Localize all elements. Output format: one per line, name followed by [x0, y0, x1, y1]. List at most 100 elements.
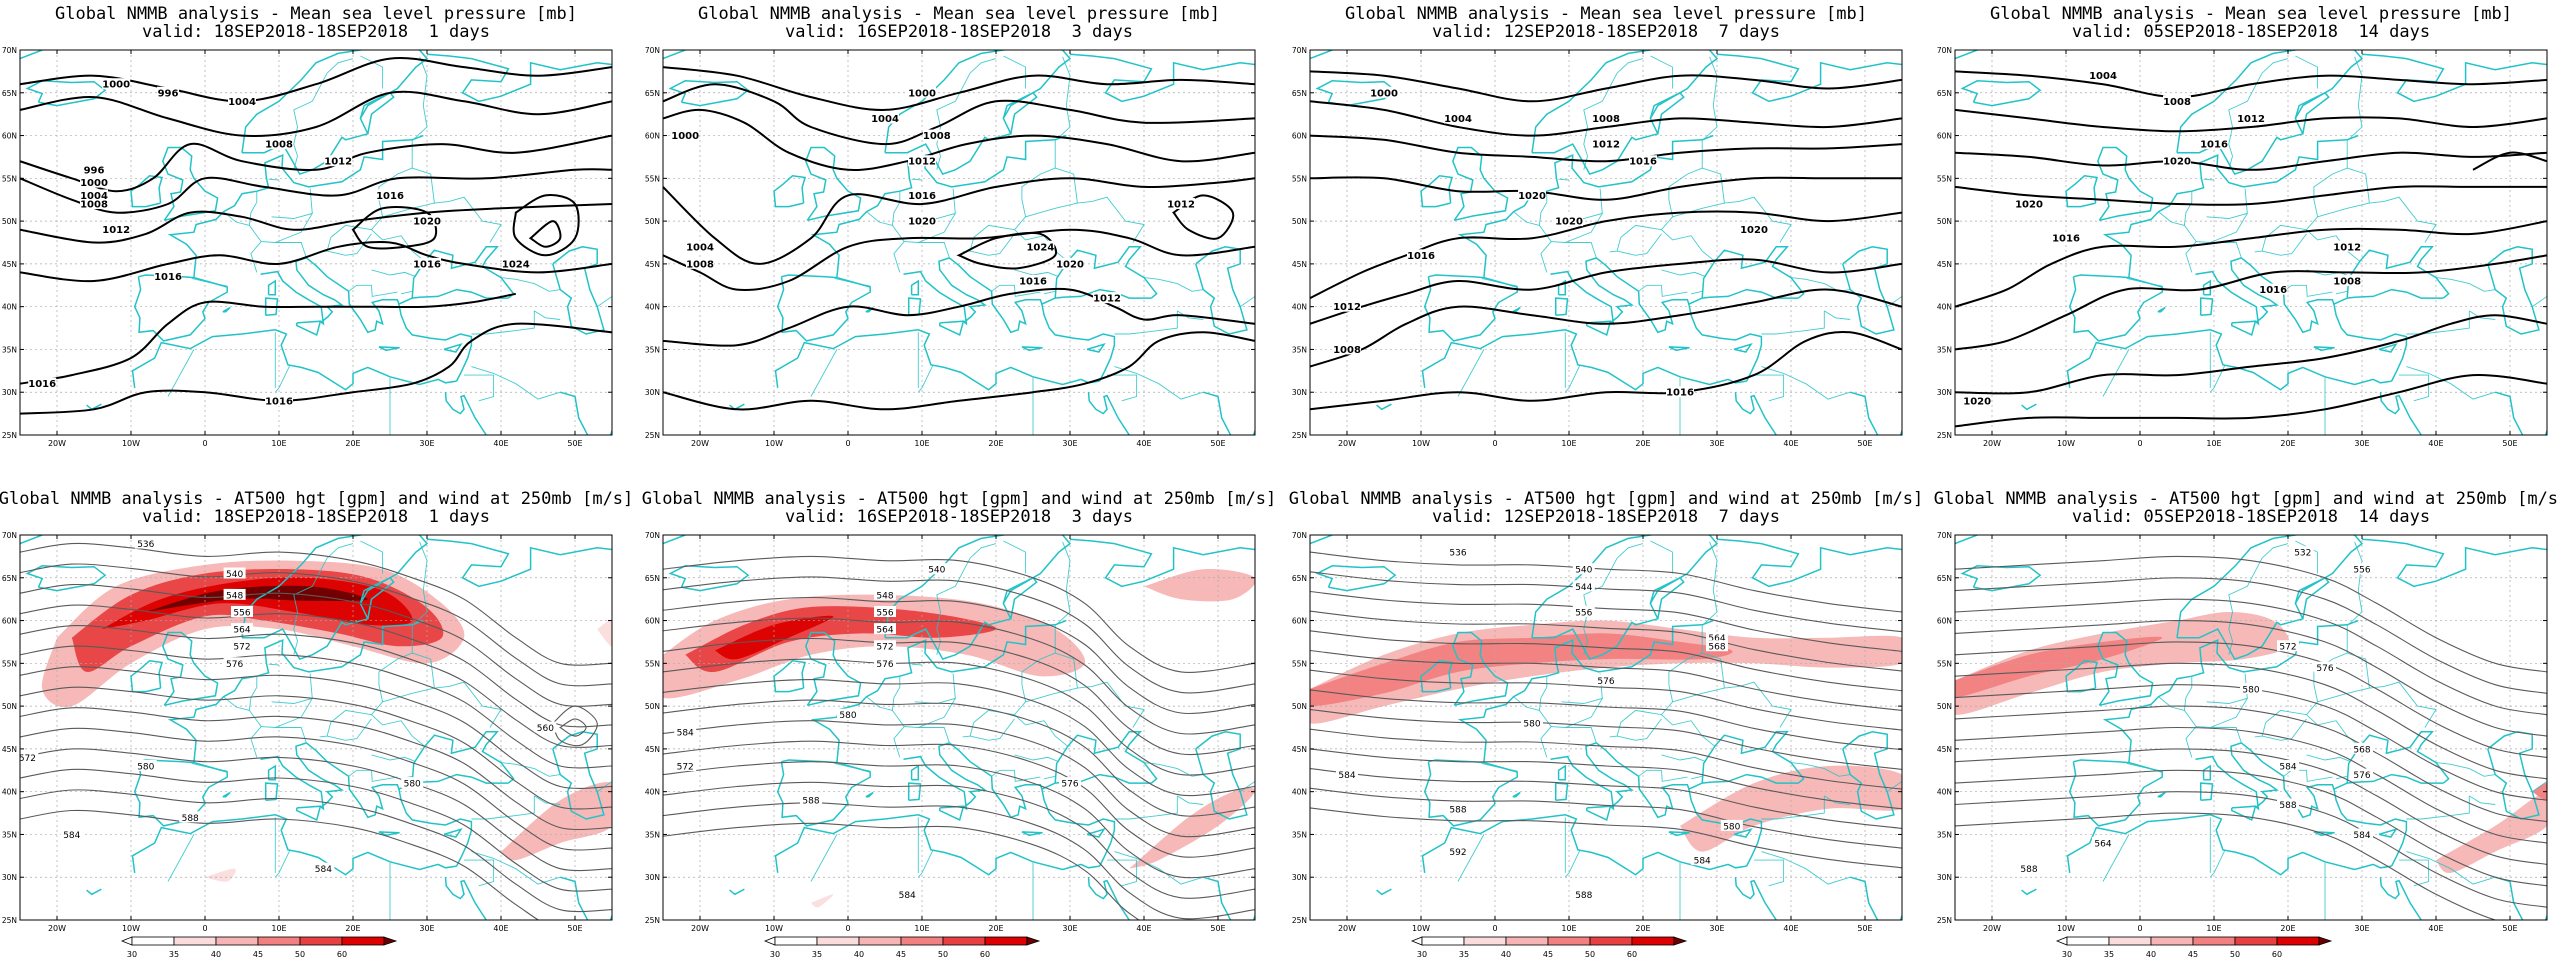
contour-label: 1004	[1444, 114, 1472, 125]
contour-label: 1016	[1407, 251, 1435, 262]
coastlines	[20, 50, 612, 435]
contour-label: 1016	[1019, 277, 1047, 288]
colorbar-label: 45	[896, 950, 906, 959]
contour-line	[20, 768, 612, 892]
latitude-tick-label: 55N	[1937, 659, 1952, 668]
contour-label: 1024	[502, 259, 530, 270]
latitude-tick-label: 50N	[1292, 217, 1307, 226]
colorbar-label: 40	[1501, 950, 1511, 959]
contour-label: 1012	[1333, 302, 1361, 313]
colorbar-swatch	[774, 936, 818, 946]
contour-label: 1004	[686, 242, 714, 253]
contour-label: 1008	[1333, 345, 1361, 356]
longitude-tick-label: 10E	[1561, 439, 1576, 448]
contour-label: 996	[158, 88, 179, 99]
longitude-tick-label: 0	[2137, 439, 2142, 448]
panel-title: Global NMMB analysis - AT500 hgt [gpm] a…	[1933, 489, 2560, 509]
colorbar-label: 50	[295, 950, 305, 959]
colorbar-label: 30	[770, 950, 780, 959]
contour-label: 1024	[1026, 242, 1054, 253]
contour-label: 1008	[1592, 114, 1620, 125]
colorbar-swatch	[2192, 936, 2236, 946]
coastlines	[663, 535, 1255, 920]
contour-label: 588	[182, 814, 199, 824]
contour-label: 1004	[80, 191, 108, 202]
latitude-tick-label: 55N	[645, 174, 660, 183]
longitude-tick-label: 20E	[1635, 924, 1650, 933]
colorbar-label: 35	[1459, 950, 1469, 959]
latitude-tick-label: 60N	[1937, 132, 1952, 141]
contour-line	[1955, 577, 2547, 694]
jet-wind-area	[2532, 783, 2547, 801]
map-background	[1310, 50, 1902, 435]
jet-wind-area	[2436, 791, 2547, 873]
colorbar-swatch	[1589, 936, 1633, 946]
colorbar-label: 40	[854, 950, 864, 959]
latitude-tick-label: 60N	[1292, 617, 1307, 626]
contour-line	[663, 720, 1255, 838]
colorbar-swatch	[299, 936, 343, 946]
longitude-tick-label: 10E	[271, 439, 286, 448]
contour-label: 1012	[908, 157, 936, 168]
contour-line	[1310, 70, 1902, 103]
longitude-tick-label: 0	[2137, 924, 2142, 933]
latitude-tick-label: 45N	[1292, 260, 1307, 269]
contour-line	[1310, 134, 1902, 163]
latitude-tick-label: 45N	[1937, 745, 1952, 754]
latitude-tick-label: 30N	[2, 388, 17, 397]
contour-label: 1000	[908, 88, 936, 99]
coastlines	[1955, 50, 2547, 435]
latitude-tick-label: 50N	[1937, 702, 1952, 711]
axis-labels: 20W 10W 0 10E 20E 30E 40E 50E 70N 65N 60N 55N 50N 45N…	[2, 531, 612, 933]
colorbar-label: 35	[169, 950, 179, 959]
contour-label: 1012	[2333, 242, 2361, 253]
axis-labels: 20W 10W 0 10E 20E 30E 40E 50E 70N 65N 60N 55N 50N 45N…	[1292, 531, 1902, 933]
colorbar-label: 60	[980, 950, 990, 959]
longitude-tick-label: 50E	[1210, 439, 1225, 448]
contour-line	[1955, 314, 2547, 395]
country-borders	[167, 55, 612, 435]
contour-line	[1310, 551, 1902, 613]
contour-label: 576	[1597, 677, 1614, 687]
contour-line	[20, 583, 612, 707]
longitude-tick-label: 10E	[271, 924, 286, 933]
latitude-tick-label: 55N	[1292, 659, 1307, 668]
contour-line	[20, 563, 612, 687]
colorbar-label: 50	[1585, 950, 1595, 959]
contour-line	[663, 679, 1255, 797]
contour-line	[1955, 812, 2498, 920]
contour-label: 588	[1449, 805, 1466, 815]
latitude-tick-label: 30N	[645, 873, 660, 882]
contour-label: 1008	[265, 140, 293, 151]
contour-line	[663, 66, 1255, 111]
colorbar-label: 40	[2146, 950, 2156, 959]
longitude-tick-label: 10W	[122, 924, 140, 933]
panel-title: Global NMMB analysis - AT500 hgt [gpm] a…	[1288, 489, 1924, 509]
jet-wind-area	[1144, 568, 1255, 602]
longitude-tick-label: 30E	[419, 924, 434, 933]
contour-line	[663, 822, 1140, 920]
contour-label: 1016	[413, 259, 441, 270]
longitude-tick-label: 40E	[1783, 439, 1798, 448]
map-background	[1310, 535, 1902, 920]
longitude-tick-label: 20W	[691, 439, 709, 448]
contour-label: 556	[876, 609, 893, 619]
longitude-tick-label: 20E	[345, 439, 360, 448]
contour-label: 1012	[324, 157, 352, 168]
latitude-tick-label: 55N	[1292, 174, 1307, 183]
geopotential-contours: 532 556 572 576 580 584 588 584 576 568 564 588	[1955, 546, 2547, 920]
latitude-tick-label: 50N	[645, 217, 660, 226]
contour-line	[1310, 807, 1902, 869]
latitude-tick-label: 45N	[645, 260, 660, 269]
contour-label: 532	[2294, 549, 2311, 559]
panel-valid-period: valid: 16SEP2018-18SEP2018 3 days	[785, 22, 1133, 42]
latitude-tick-label: 40N	[2, 788, 17, 797]
longitude-tick-label: 20W	[1338, 924, 1356, 933]
longitude-tick-label: 0	[845, 439, 850, 448]
latitude-tick-label: 40N	[1292, 303, 1307, 312]
latitude-tick-label: 70N	[645, 46, 660, 55]
jet-wind-area	[501, 782, 612, 861]
colorbar-swatch	[816, 936, 860, 946]
contour-label: 996	[84, 165, 105, 176]
